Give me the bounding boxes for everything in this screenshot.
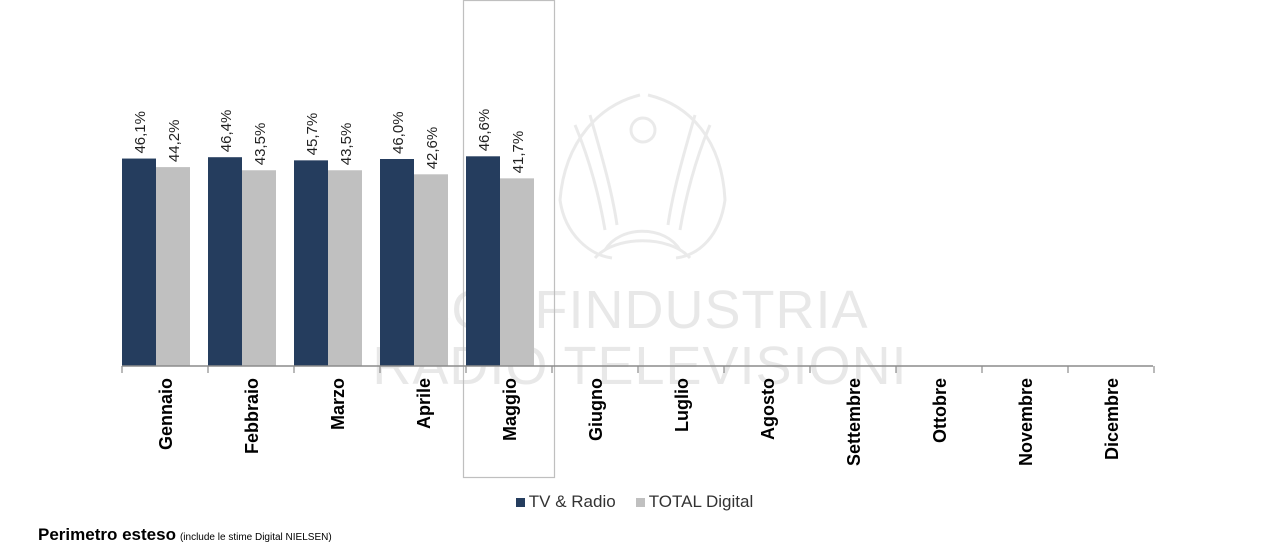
category-label-maggio: Maggio — [500, 378, 520, 441]
category-label-marzo: Marzo — [328, 378, 348, 430]
category-label-dicembre: Dicembre — [1102, 378, 1122, 460]
chart: CONFINDUSTRIA RADIO TELEVISIONI 46,1% 44,… — [121, 0, 1155, 479]
legend-label-tv-radio: TV & Radio — [528, 492, 616, 511]
category-label-giugno: Giugno — [586, 378, 606, 441]
footnote: Perimetro esteso (include le stime Digita… — [38, 525, 332, 545]
legend-swatch-tv-radio — [515, 497, 525, 507]
category-label-novembre: Novembre — [1016, 378, 1036, 466]
value-label-total-digital-gennaio: 44,2% — [166, 120, 183, 163]
bar-total-digital-febbraio — [242, 170, 276, 366]
value-label-total-digital-aprile: 42,6% — [424, 127, 441, 170]
value-label-tv-radio-gennaio: 46,1% — [132, 111, 149, 154]
value-label-total-digital-marzo: 43,5% — [338, 123, 355, 166]
category-label-gennaio: Gennaio — [156, 378, 176, 450]
bar-total-digital-maggio — [500, 178, 534, 366]
value-label-total-digital-maggio: 41,7% — [510, 131, 527, 174]
category-label-aprile: Aprile — [414, 378, 434, 429]
legend: TV & Radio TOTAL Digital — [0, 490, 1273, 514]
value-label-total-digital-febbraio: 43,5% — [252, 123, 269, 166]
category-label-settembre: Settembre — [844, 378, 864, 466]
category-label-agosto: Agosto — [758, 378, 778, 440]
category-label-febbraio: Febbraio — [242, 378, 262, 454]
value-label-tv-radio-maggio: 46,6% — [476, 109, 493, 152]
legend-item-total-digital: TOTAL Digital — [635, 492, 754, 512]
legend-item-tv-radio: TV & Radio — [515, 492, 616, 512]
bar-tv-radio-febbraio — [208, 157, 242, 366]
bar-total-digital-marzo — [328, 170, 362, 366]
eagle-icon — [558, 93, 727, 260]
value-label-tv-radio-aprile: 46,0% — [390, 111, 407, 154]
bar-total-digital-gennaio — [156, 167, 190, 366]
footnote-sub: (include le stime Digital NIELSEN) — [179, 532, 332, 543]
legend-label-total-digital: TOTAL Digital — [648, 492, 754, 511]
value-label-tv-radio-marzo: 45,7% — [304, 113, 321, 156]
category-label-ottobre: Ottobre — [930, 378, 950, 443]
bar-tv-radio-marzo — [294, 160, 328, 366]
x-axis-ticks — [121, 366, 1155, 373]
footnote-main: Perimetro esteso — [38, 525, 176, 544]
bars-layer — [122, 156, 534, 366]
category-labels-layer: Gennaio Febbraio Marzo Aprile Maggio Giugno Lu… — [156, 378, 1122, 466]
watermark-logo: CONFINDUSTRIA RADIO TELEVISIONI — [372, 93, 907, 396]
value-labels-layer: 46,1% 44,2% 46,4% 43,5% 45,7% 43,5% 46,0% 42,6%… — [132, 109, 527, 174]
value-label-tv-radio-febbraio: 46,4% — [218, 110, 235, 153]
bar-tv-radio-aprile — [380, 159, 414, 366]
category-label-luglio: Luglio — [672, 378, 692, 432]
bar-tv-radio-gennaio — [122, 158, 156, 366]
legend-swatch-total-digital — [635, 497, 645, 507]
highlight-box — [462, 0, 556, 479]
bar-tv-radio-maggio — [466, 156, 500, 366]
bar-total-digital-aprile — [414, 174, 448, 366]
